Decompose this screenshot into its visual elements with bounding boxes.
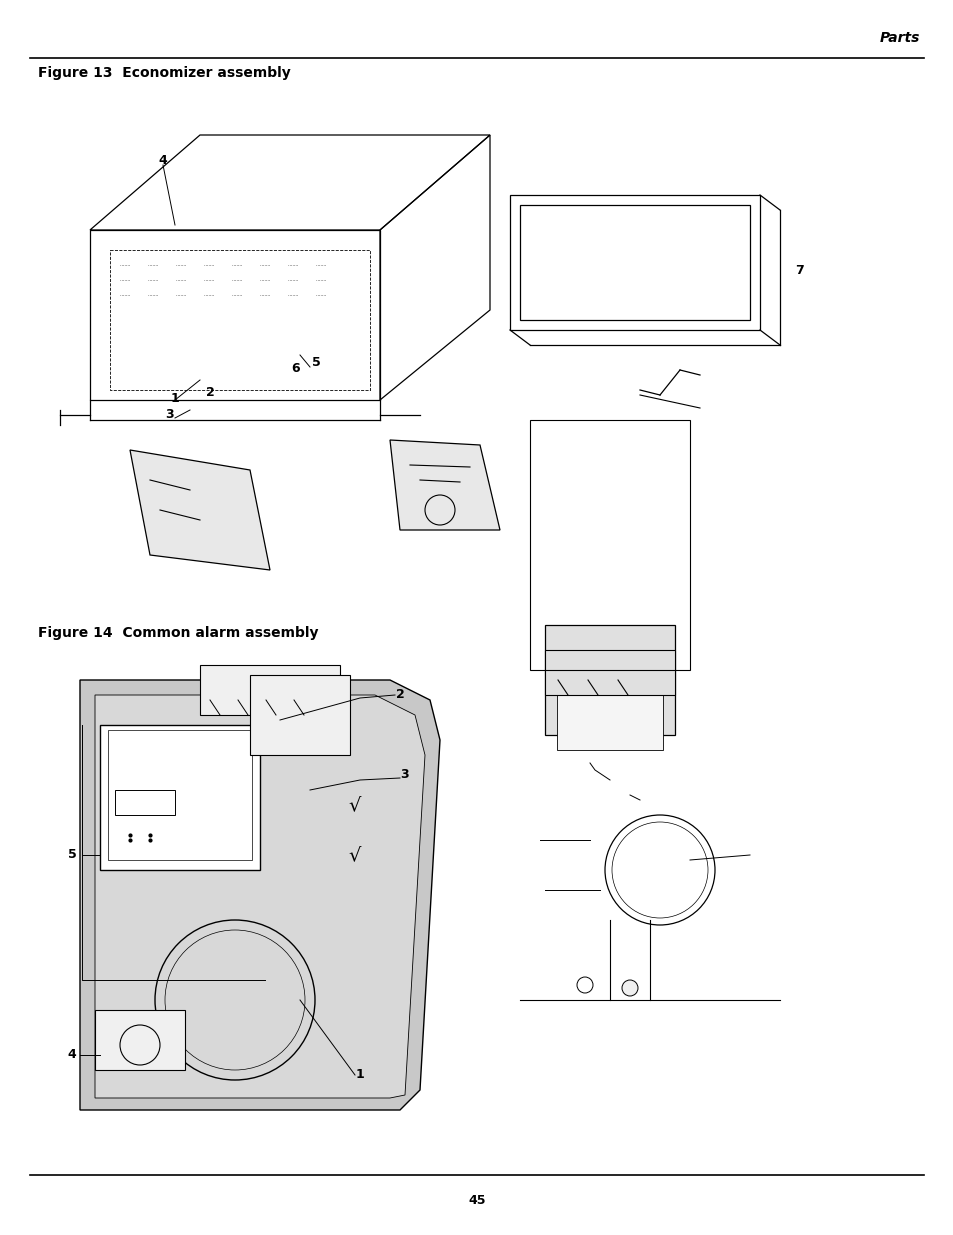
Bar [544, 625, 675, 735]
Bar [250, 676, 350, 755]
Text: 5: 5 [68, 848, 76, 862]
Text: 2: 2 [206, 385, 214, 399]
Text: √: √ [349, 846, 361, 864]
Bar [100, 725, 260, 869]
Text: 4: 4 [68, 1049, 76, 1062]
Text: 1: 1 [355, 1068, 364, 1082]
Text: √: √ [349, 795, 361, 815]
Text: 3: 3 [400, 768, 409, 782]
Polygon shape [80, 680, 439, 1110]
Text: 5: 5 [312, 357, 320, 369]
Polygon shape [390, 440, 499, 530]
Bar [108, 730, 252, 860]
Text: 3: 3 [166, 409, 174, 421]
Text: 45: 45 [468, 1193, 485, 1207]
Text: 4: 4 [158, 153, 167, 167]
Text: 1: 1 [171, 391, 179, 405]
Text: Figure 14  Common alarm assembly: Figure 14 Common alarm assembly [38, 626, 318, 640]
Text: Parts: Parts [879, 31, 919, 44]
Bar [544, 650, 675, 695]
Circle shape [621, 981, 638, 995]
Bar [557, 659, 662, 750]
Bar [95, 1010, 185, 1070]
Text: Figure 13  Economizer assembly: Figure 13 Economizer assembly [38, 65, 291, 80]
Bar [115, 790, 174, 815]
Bar [530, 420, 689, 671]
Polygon shape [95, 695, 424, 1098]
Bar [200, 664, 339, 715]
Polygon shape [130, 450, 270, 571]
Text: 2: 2 [395, 688, 404, 701]
Text: 6: 6 [292, 362, 300, 374]
Text: 7: 7 [795, 263, 803, 277]
